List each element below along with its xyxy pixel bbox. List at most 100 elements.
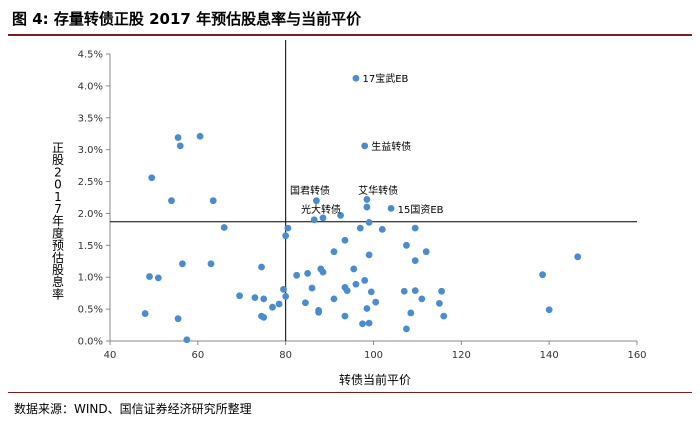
data-point bbox=[304, 269, 312, 277]
point-annotation: 国君转债 bbox=[290, 184, 330, 197]
data-point bbox=[275, 300, 283, 308]
data-point bbox=[319, 268, 327, 276]
x-tick-label: 120 bbox=[452, 350, 471, 361]
data-point bbox=[313, 197, 320, 205]
chart-title: 图 4: 存量转债正股 2017 年预估股息率与当前平价 bbox=[12, 10, 362, 28]
y-tick-label: 1.5% bbox=[78, 241, 103, 252]
data-point bbox=[372, 298, 380, 306]
data-point bbox=[308, 284, 316, 292]
data-point bbox=[350, 265, 358, 273]
data-point bbox=[411, 287, 419, 295]
data-point bbox=[363, 305, 371, 312]
data-point bbox=[207, 260, 215, 268]
x-tick-label: 40 bbox=[104, 350, 117, 361]
x-axis-title: 转债当前平价 bbox=[339, 372, 411, 387]
x-tick-label: 80 bbox=[279, 350, 292, 361]
data-point bbox=[330, 248, 338, 256]
data-point bbox=[319, 214, 327, 222]
data-point bbox=[574, 253, 582, 261]
data-point bbox=[154, 274, 162, 282]
point-annotation: 生益转债 bbox=[371, 140, 411, 153]
data-point bbox=[422, 248, 430, 256]
data-point bbox=[330, 295, 338, 303]
data-point bbox=[356, 224, 364, 232]
data-point bbox=[168, 197, 175, 205]
data-point bbox=[220, 224, 228, 231]
data-point bbox=[365, 251, 373, 259]
data-point bbox=[341, 236, 349, 244]
data-point bbox=[282, 232, 290, 240]
data-point bbox=[352, 74, 360, 82]
x-tick-label: 160 bbox=[627, 350, 646, 361]
data-point bbox=[352, 280, 360, 288]
data-point bbox=[251, 294, 259, 302]
y-tick-label: 2.0% bbox=[78, 209, 103, 220]
data-point bbox=[387, 204, 395, 212]
data-points bbox=[141, 74, 582, 344]
data-point bbox=[378, 225, 386, 233]
x-tick-label: 60 bbox=[191, 350, 204, 361]
data-point bbox=[440, 312, 448, 320]
data-point bbox=[411, 257, 419, 265]
data-point bbox=[545, 306, 553, 314]
data-point bbox=[302, 299, 309, 307]
data-point bbox=[236, 292, 243, 300]
data-point bbox=[174, 315, 182, 323]
y-tick-label: 3.5% bbox=[78, 113, 103, 124]
data-point bbox=[365, 319, 373, 327]
data-point bbox=[363, 196, 371, 203]
data-point bbox=[539, 271, 546, 279]
data-point bbox=[183, 336, 191, 344]
data-point bbox=[403, 241, 410, 249]
data-point bbox=[435, 299, 443, 307]
point-annotation: 17宝武EB bbox=[363, 72, 409, 85]
data-point bbox=[343, 287, 351, 295]
point-annotation: 光大转债 bbox=[301, 203, 341, 216]
y-tick-label: 4.5% bbox=[78, 50, 103, 61]
data-point bbox=[361, 142, 369, 150]
title-bar: 图 4: 存量转债正股 2017 年预估股息率与当前平价 bbox=[8, 6, 692, 36]
data-point bbox=[400, 287, 408, 295]
data-point bbox=[269, 303, 276, 311]
y-tick-label: 2.5% bbox=[78, 177, 103, 188]
data-point bbox=[365, 218, 373, 226]
data-point bbox=[403, 325, 410, 333]
data-point bbox=[361, 277, 369, 284]
y-tick-label: 3.0% bbox=[78, 145, 103, 156]
data-point bbox=[260, 314, 268, 321]
y-tick-label: 4.0% bbox=[78, 81, 103, 92]
data-point bbox=[146, 273, 153, 280]
data-point bbox=[141, 310, 149, 317]
data-point bbox=[367, 288, 375, 296]
data-point bbox=[407, 309, 415, 317]
data-point bbox=[363, 203, 371, 211]
y-tick-label: 0.0% bbox=[78, 337, 103, 348]
data-point bbox=[179, 260, 186, 268]
data-point bbox=[174, 134, 182, 141]
data-point bbox=[148, 174, 156, 182]
data-point bbox=[176, 142, 184, 150]
data-point bbox=[418, 295, 426, 303]
chart-axes: 0.0% 0.5% 1.0% 1.5% 2.0% 2.5% 3.0% 3.5% 4.0% 4.5%… bbox=[52, 50, 647, 362]
data-point bbox=[337, 211, 344, 219]
data-point bbox=[341, 312, 349, 320]
point-annotation: 15国资EB bbox=[398, 204, 444, 216]
data-point bbox=[438, 287, 445, 295]
data-point bbox=[411, 224, 419, 232]
y-tick-label: 1.0% bbox=[78, 273, 103, 284]
data-point bbox=[260, 295, 268, 303]
source-note: 数据来源：WIND、国信证券经济研究所整理 bbox=[14, 402, 252, 416]
data-point bbox=[282, 292, 290, 300]
data-point bbox=[196, 132, 204, 140]
y-axis-title: 正股 2 0 1 7 年度预估股息率 bbox=[52, 141, 64, 301]
data-point bbox=[315, 308, 323, 316]
x-tick-label: 100 bbox=[364, 350, 383, 361]
data-point bbox=[359, 320, 366, 328]
y-tick-label: 0.5% bbox=[78, 305, 103, 316]
point-annotation: 艾华转债 bbox=[358, 184, 398, 197]
source-bar: 数据来源：WIND、国信证券经济研究所整理 bbox=[8, 392, 692, 417]
data-point bbox=[293, 271, 301, 279]
scatter-chart: 0.0% 0.5% 1.0% 1.5% 2.0% 2.5% 3.0% 3.5% 4.0% 4.5%… bbox=[52, 40, 647, 387]
x-tick-label: 140 bbox=[540, 350, 559, 361]
